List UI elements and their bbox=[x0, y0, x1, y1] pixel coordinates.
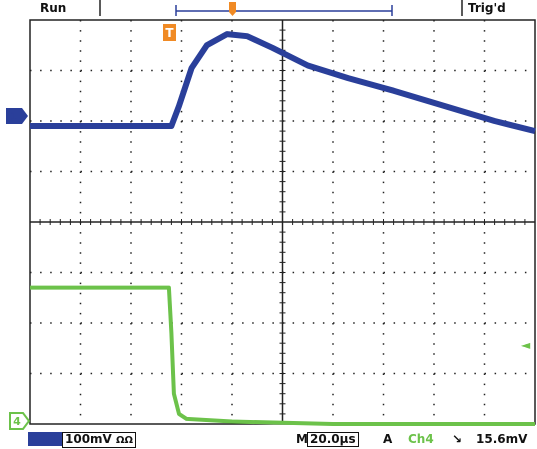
timebase[interactable]: 20.0μs bbox=[307, 432, 359, 447]
svg-text:1: 1 bbox=[10, 110, 18, 123]
trigger-mode: A bbox=[383, 432, 393, 446]
ch1-scale-value: 100mV bbox=[65, 432, 112, 446]
ch4-ground-marker: 4 bbox=[9, 412, 31, 430]
ch1-label[interactable]: Ch1 bbox=[28, 432, 62, 446]
ch1-coupling: ΩΩ bbox=[116, 435, 134, 446]
svg-text:4: 4 bbox=[13, 415, 21, 428]
trigger-level-marker: ◄ bbox=[521, 338, 531, 352]
ch1-trace bbox=[30, 31, 536, 135]
trigger-slope: ↘ bbox=[452, 432, 463, 446]
ch1-ground-marker: 1 bbox=[6, 108, 28, 124]
ch4-trace bbox=[30, 285, 535, 426]
trigger-source[interactable]: Ch4 bbox=[408, 432, 434, 446]
run-status: Run bbox=[40, 1, 67, 15]
svg-text:T: T bbox=[165, 26, 174, 40]
trigger-level[interactable]: 15.6mV bbox=[476, 432, 528, 446]
timebase-prefix: M bbox=[296, 432, 308, 446]
record-window-bracket bbox=[175, 2, 393, 16]
trigger-status: Trig'd bbox=[468, 1, 506, 15]
status-bar: Run Trig'd bbox=[0, 0, 537, 18]
trigger-marker: T bbox=[163, 24, 176, 41]
trigger-position-icon bbox=[229, 2, 236, 16]
ch1-scale[interactable]: 100mV ΩΩ bbox=[62, 432, 137, 448]
graticule bbox=[29, 19, 536, 425]
readout-bar: Ch1 100mV ΩΩ M 20.0μs A Ch4 ↘ 15.6mV bbox=[0, 431, 537, 449]
